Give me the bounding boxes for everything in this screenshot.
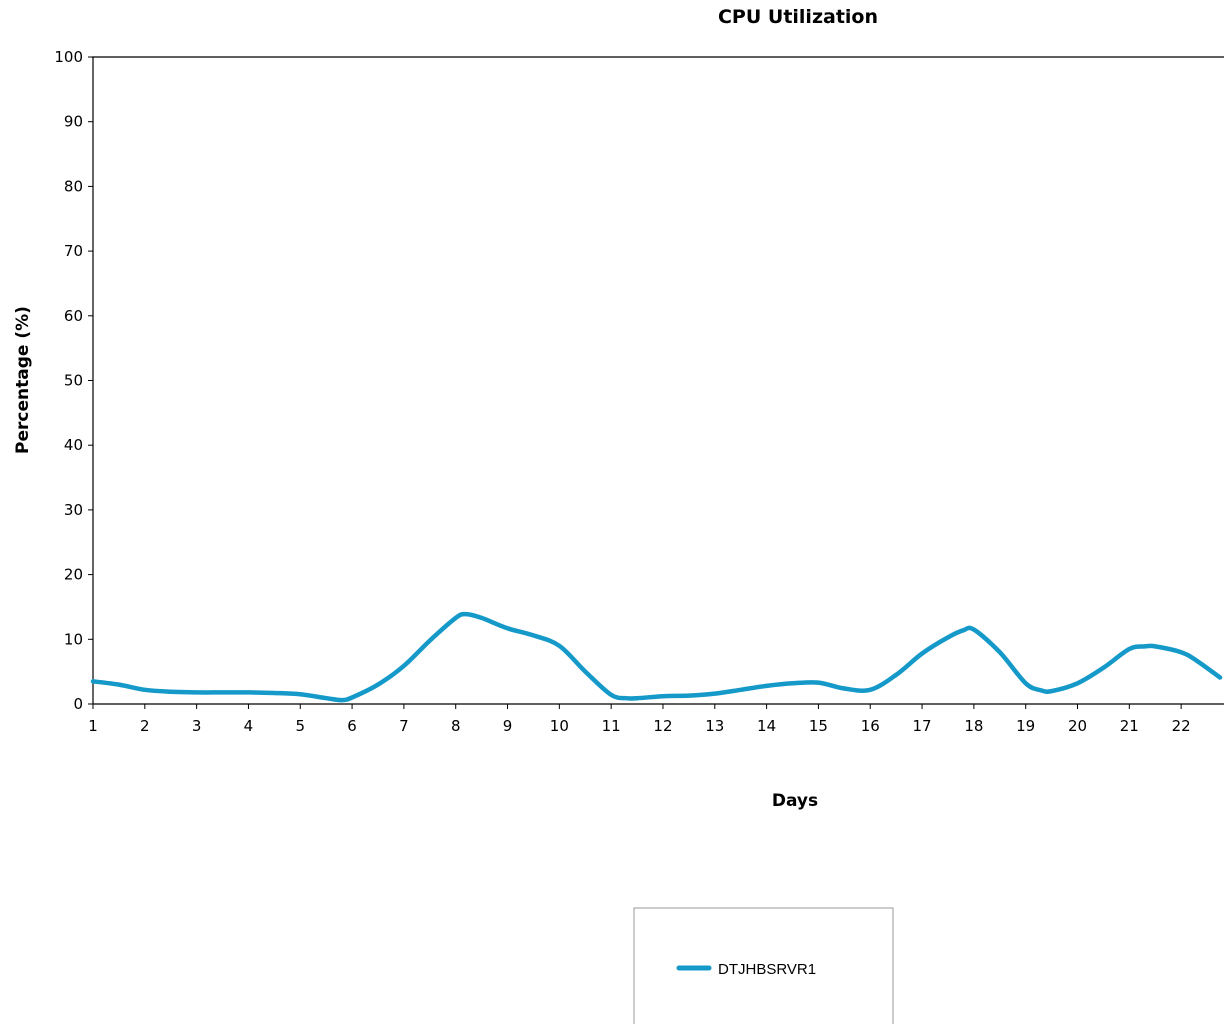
y-axis-title: Percentage (%) xyxy=(13,306,33,454)
x-tick-label: 6 xyxy=(347,717,357,735)
x-tick-label: 22 xyxy=(1172,717,1191,735)
y-tick-label: 40 xyxy=(64,436,83,454)
series-line-dtjhbsrvr1 xyxy=(90,611,1223,703)
x-tick-label: 15 xyxy=(809,717,828,735)
x-tick-label: 2 xyxy=(140,717,150,735)
legend: DTJHBSRVR1 xyxy=(633,907,894,1028)
x-axis: 1 2 3 4 5 6 7 8 9 10 11 12 13 14 15 16 17 18 19 20 21 22 xyxy=(88,703,1224,735)
x-tick-label: 7 xyxy=(399,717,409,735)
y-tick-label: 20 xyxy=(64,566,83,584)
series xyxy=(90,611,1223,703)
x-tick-label: 3 xyxy=(192,717,202,735)
x-tick-label: 5 xyxy=(295,717,305,735)
y-tick-label: 70 xyxy=(64,242,83,260)
y-tick-label: 0 xyxy=(73,695,83,713)
y-tick-label: 10 xyxy=(64,630,83,648)
x-tick-label: 10 xyxy=(550,717,569,735)
chart-title: CPU Utilization xyxy=(718,6,878,28)
x-tick-label: 11 xyxy=(602,717,621,735)
y-tick-label: 60 xyxy=(64,307,83,325)
x-tick-label: 14 xyxy=(757,717,776,735)
y-axis: 0 10 20 30 40 50 60 70 80 90 100 xyxy=(54,48,94,713)
x-tick-label: 12 xyxy=(653,717,672,735)
legend-label-dtjhbsrvr1: DTJHBSRVR1 xyxy=(718,961,816,978)
x-tick-label: 17 xyxy=(913,717,932,735)
y-tick-label: 100 xyxy=(54,48,83,66)
x-tick-label: 20 xyxy=(1068,717,1087,735)
x-tick-label: 9 xyxy=(503,717,513,735)
x-tick-label: 8 xyxy=(451,717,461,735)
x-tick-label: 1 xyxy=(88,717,98,735)
y-tick-label: 90 xyxy=(64,113,83,131)
x-axis-title: Days xyxy=(772,791,818,811)
x-tick-label: 4 xyxy=(244,717,254,735)
x-tick-label: 19 xyxy=(1016,717,1035,735)
x-tick-label: 13 xyxy=(705,717,724,735)
x-tick-label: 21 xyxy=(1120,717,1139,735)
y-tick-label: 30 xyxy=(64,501,83,519)
y-tick-label: 50 xyxy=(64,372,83,390)
x-tick-label: 18 xyxy=(964,717,983,735)
y-tick-label: 80 xyxy=(64,177,83,195)
x-tick-label: 16 xyxy=(861,717,880,735)
